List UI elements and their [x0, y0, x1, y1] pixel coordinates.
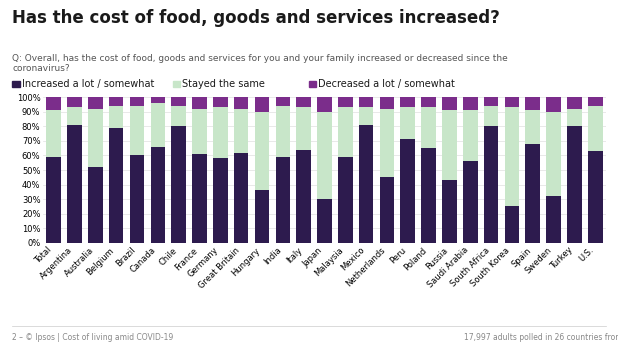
Bar — [255, 191, 269, 243]
Bar — [67, 107, 82, 125]
Bar — [359, 97, 373, 107]
Bar — [317, 112, 332, 199]
Bar — [505, 97, 519, 107]
Bar — [442, 110, 457, 180]
Bar — [463, 97, 478, 110]
Bar — [88, 167, 103, 243]
Text: Has the cost of food, goods and services increased?: Has the cost of food, goods and services… — [12, 9, 500, 27]
Bar — [546, 112, 561, 196]
Bar — [109, 97, 124, 106]
Bar — [67, 125, 82, 243]
Bar — [484, 106, 498, 126]
Bar — [567, 126, 582, 243]
Bar — [297, 107, 311, 150]
Bar — [484, 126, 498, 243]
Bar — [484, 97, 498, 106]
Bar — [317, 97, 332, 112]
Bar — [213, 107, 227, 158]
Bar — [421, 148, 436, 243]
Bar — [400, 107, 415, 139]
Bar — [359, 107, 373, 125]
Bar — [151, 103, 165, 147]
Text: Increased a lot / somewhat: Increased a lot / somewhat — [22, 79, 154, 89]
Bar — [379, 177, 394, 243]
Bar — [546, 97, 561, 112]
Bar — [567, 97, 582, 109]
Bar — [525, 144, 540, 243]
Bar — [379, 109, 394, 177]
Bar — [234, 97, 248, 109]
Bar — [171, 106, 186, 126]
Bar — [317, 199, 332, 243]
Bar — [338, 107, 352, 157]
Bar — [442, 97, 457, 110]
Bar — [505, 107, 519, 206]
Bar — [463, 110, 478, 161]
Bar — [192, 154, 207, 243]
Bar — [255, 97, 269, 112]
Bar — [463, 161, 478, 243]
Bar — [46, 110, 61, 157]
Bar — [505, 206, 519, 243]
Bar — [234, 153, 248, 243]
Bar — [46, 97, 61, 110]
Text: Decreased a lot / somewhat: Decreased a lot / somewhat — [318, 79, 455, 89]
Bar — [88, 109, 103, 167]
Bar — [46, 157, 61, 243]
Bar — [171, 126, 186, 243]
Bar — [276, 106, 290, 157]
Bar — [234, 109, 248, 153]
Bar — [109, 128, 124, 243]
Bar — [297, 150, 311, 243]
Bar — [192, 97, 207, 109]
Bar — [130, 106, 144, 155]
Bar — [151, 147, 165, 243]
Bar — [525, 97, 540, 110]
Bar — [588, 151, 603, 243]
Bar — [588, 106, 603, 151]
Bar — [421, 107, 436, 148]
Bar — [171, 97, 186, 106]
Bar — [213, 97, 227, 107]
Text: Stayed the same: Stayed the same — [182, 79, 265, 89]
Bar — [588, 97, 603, 106]
Bar — [421, 97, 436, 107]
Bar — [400, 139, 415, 243]
Bar — [67, 97, 82, 107]
Bar — [109, 106, 124, 128]
Bar — [338, 157, 352, 243]
Text: 17,997 adults polled in 26 countries from May 22 to June 5, 2020: 17,997 adults polled in 26 countries fro… — [464, 333, 618, 342]
Bar — [276, 97, 290, 106]
Bar — [442, 180, 457, 243]
Bar — [359, 125, 373, 243]
Text: 2 – © Ipsos | Cost of living amid COVID-19: 2 – © Ipsos | Cost of living amid COVID-… — [12, 333, 174, 342]
Bar — [151, 97, 165, 103]
Bar — [213, 158, 227, 243]
Bar — [130, 155, 144, 243]
Bar — [546, 196, 561, 243]
Bar — [130, 97, 144, 106]
Bar — [338, 97, 352, 107]
Bar — [88, 97, 103, 109]
Bar — [255, 112, 269, 191]
Bar — [297, 97, 311, 107]
Bar — [379, 97, 394, 109]
Bar — [192, 109, 207, 154]
Bar — [567, 109, 582, 126]
Bar — [525, 110, 540, 144]
Bar — [276, 157, 290, 243]
Text: Q: Overall, has the cost of food, goods and services for you and your family inc: Q: Overall, has the cost of food, goods … — [12, 54, 508, 73]
Bar — [400, 97, 415, 107]
